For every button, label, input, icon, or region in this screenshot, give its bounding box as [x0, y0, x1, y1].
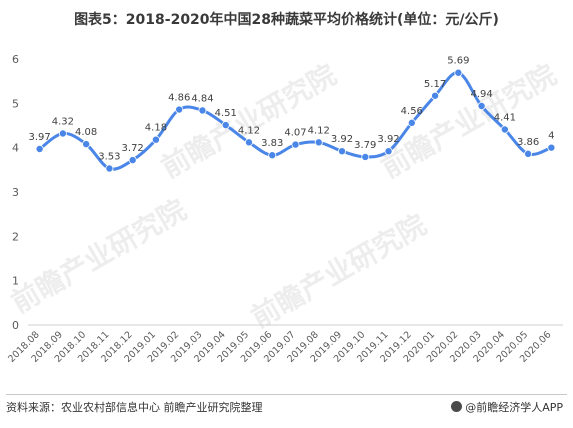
data-point	[384, 147, 393, 156]
data-point	[175, 105, 184, 114]
data-point	[221, 121, 230, 130]
data-point	[244, 138, 253, 147]
data-point	[524, 149, 533, 158]
data-point	[128, 156, 137, 165]
data-label: 3.79	[354, 140, 376, 151]
brand-logo-icon	[451, 401, 463, 412]
y-tick-label: 1	[12, 275, 19, 288]
footer-divider	[6, 394, 567, 395]
data-point	[82, 140, 91, 149]
data-label: 4.12	[238, 125, 260, 136]
data-point	[431, 91, 440, 100]
data-point	[198, 106, 207, 115]
data-label: 4.51	[215, 108, 237, 119]
data-label: 4.12	[308, 125, 330, 136]
data-point	[454, 68, 463, 77]
source-note: 资料来源：农业农村部信息中心 前瞻产业研究院整理	[6, 401, 263, 414]
y-tick-label: 6	[12, 53, 19, 66]
data-label: 4.32	[52, 116, 74, 127]
y-tick-label: 0	[12, 319, 19, 332]
data-point	[105, 164, 114, 173]
data-point	[500, 125, 509, 134]
data-label: 4	[548, 131, 554, 142]
data-label: 4.86	[168, 93, 190, 104]
data-label: 3.53	[98, 152, 120, 163]
data-point	[314, 138, 323, 147]
data-label: 4.94	[470, 89, 492, 100]
y-tick-label: 2	[12, 230, 19, 243]
data-label: 3.72	[122, 143, 144, 154]
data-point	[407, 118, 416, 127]
data-label: 3.97	[28, 132, 50, 143]
data-label: 3.83	[261, 138, 283, 149]
data-point	[338, 147, 347, 156]
brand-credit: @前瞻经济学人APP	[451, 399, 563, 415]
y-tick-label: 3	[12, 186, 19, 199]
data-point	[547, 143, 556, 152]
data-label: 5.17	[424, 79, 446, 90]
data-label: 3.92	[377, 134, 399, 145]
y-tick-label: 4	[12, 142, 19, 155]
data-label: 4.56	[401, 106, 423, 117]
data-label: 3.86	[517, 137, 539, 148]
data-label: 4.07	[284, 128, 306, 139]
data-label: 3.92	[331, 134, 353, 145]
data-label: 4.84	[191, 93, 213, 104]
data-point	[268, 151, 277, 160]
data-point	[291, 140, 300, 149]
data-point	[58, 129, 67, 138]
brand-credit-text: @前瞻经济学人APP	[465, 401, 563, 414]
data-point	[35, 144, 44, 153]
data-label: 4.41	[494, 112, 516, 123]
data-point	[151, 135, 160, 144]
chart-title: 图表5：2018-2020年中国28种蔬菜平均价格统计(单位：元/公斤)	[74, 12, 499, 28]
data-label: 4.08	[75, 127, 97, 138]
data-point	[361, 152, 370, 161]
y-tick-label: 5	[12, 97, 19, 110]
data-label: 4.18	[145, 123, 167, 134]
data-point	[477, 101, 486, 110]
data-label: 5.69	[447, 56, 469, 67]
line-chart: 01234562018.082018.092018.102018.112018.…	[6, 53, 563, 365]
